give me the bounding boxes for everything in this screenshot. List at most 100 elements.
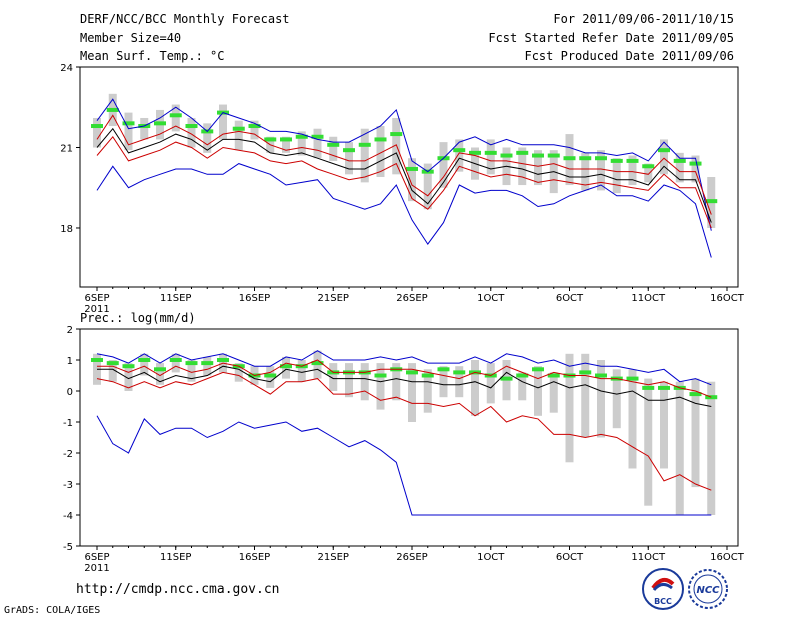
precip-box — [565, 353, 574, 463]
temp-box — [219, 104, 227, 140]
precip-median-mark — [579, 370, 592, 375]
member-size: Member Size=40 — [80, 31, 182, 45]
ncc-logo-text: NCC — [696, 585, 720, 596]
precip-box — [140, 353, 149, 376]
precip-xtick-label: 11SEP — [160, 552, 191, 563]
precip-box — [171, 353, 180, 373]
temp-median-mark — [673, 158, 686, 163]
temp-box — [93, 117, 101, 148]
precip-box — [124, 363, 133, 391]
temp-box — [187, 117, 196, 148]
precip-box — [156, 363, 164, 385]
temp-box — [203, 123, 212, 153]
temp-box — [313, 128, 322, 159]
temp-xtick-label: 11OCT — [631, 293, 666, 304]
temp-box — [329, 136, 338, 161]
precip-xtick-year: 2011 — [84, 563, 109, 574]
precip-series-min — [96, 415, 712, 516]
temp-box — [392, 117, 401, 175]
precip-ytick-label: -1 — [63, 418, 73, 429]
temp-box — [140, 117, 149, 140]
temp-ytick-label: 24 — [60, 63, 73, 74]
precip-box — [345, 363, 353, 398]
precip-box — [518, 372, 527, 401]
precip-box — [439, 366, 448, 398]
precip-xtick-label: 21SEP — [318, 552, 349, 563]
temp-median-mark — [658, 148, 670, 153]
precip-box — [187, 360, 196, 382]
temp-ytick-label: 21 — [60, 143, 73, 154]
precip-median-mark — [453, 370, 466, 375]
temp-ytick-label: 18 — [60, 224, 73, 235]
variable-label: Mean Surf. Temp.: °C — [80, 49, 225, 63]
source-url[interactable]: http://cmdp.ncc.cma.gov.cn — [76, 582, 280, 597]
temp-median-mark — [311, 134, 324, 139]
temp-median-mark — [106, 107, 119, 112]
precip-box — [423, 369, 432, 413]
temp-box — [408, 158, 416, 202]
temp-box — [644, 163, 653, 183]
precip-median-mark — [169, 358, 182, 362]
precip-ytick-label: -2 — [63, 449, 73, 460]
precip-xtick-label: 16SEP — [239, 552, 270, 563]
temp-median-mark — [122, 121, 135, 126]
precip-xtick-label: 26SEP — [396, 552, 427, 563]
temp-box — [234, 120, 243, 151]
precip-median-mark — [217, 358, 229, 362]
temp-series-upper — [96, 114, 712, 215]
precip-box — [691, 378, 700, 488]
precip-series-upper — [97, 359, 712, 398]
precip-box — [597, 360, 605, 438]
temp-box — [581, 152, 590, 191]
temp-median-mark — [248, 124, 261, 129]
precip-box — [581, 353, 590, 438]
precip-box — [376, 363, 385, 410]
temp-median-mark — [91, 124, 103, 129]
temp-box — [534, 150, 542, 186]
temp-box — [439, 142, 448, 188]
temp-median-mark — [358, 142, 371, 147]
precip-median-mark — [689, 392, 702, 397]
precip-median-mark — [185, 361, 198, 366]
temp-median-mark — [280, 137, 292, 142]
temp-xtick-label: 16OCT — [710, 293, 745, 304]
temp-median-mark — [453, 148, 466, 153]
precip-median-mark — [122, 364, 135, 369]
precip-series-mean — [97, 365, 712, 407]
precip-box — [612, 369, 621, 429]
precip-ytick-label: 0 — [67, 387, 73, 398]
temp-median-mark — [532, 153, 544, 158]
ncc-logo: NCC — [688, 569, 728, 609]
temp-box — [282, 136, 290, 153]
precip-median-mark — [500, 376, 513, 381]
temp-box — [518, 147, 527, 186]
temp-median-mark — [232, 126, 245, 131]
precip-median-mark — [374, 373, 387, 378]
temp-series-max — [96, 98, 712, 231]
precip-ytick-label: -3 — [63, 480, 73, 491]
temp-median-mark — [563, 156, 576, 161]
precip-median-mark — [516, 373, 529, 378]
precip-box — [108, 360, 117, 382]
temp-median-mark — [642, 164, 655, 169]
precip-box — [644, 378, 653, 506]
temp-frame — [79, 66, 739, 288]
temp-xtick-label: 1OCT — [477, 293, 505, 304]
temp-median-mark — [579, 156, 592, 161]
temp-median-mark — [374, 137, 387, 142]
precip-series-lower — [96, 371, 712, 491]
precip-ytick-label: 2 — [67, 325, 73, 336]
temp-median-mark — [406, 166, 418, 171]
precip-box — [660, 381, 668, 469]
precip-box — [408, 363, 416, 422]
precip-box — [707, 381, 716, 515]
temp-median-mark — [469, 150, 481, 155]
temp-median-mark — [327, 142, 340, 147]
precip-median-mark — [595, 373, 607, 378]
temp-xtick-label: 6OCT — [556, 293, 584, 304]
forecast-period: For 2011/09/06-2011/10/15 — [553, 12, 734, 26]
temp-box — [597, 150, 605, 191]
precip-box — [297, 360, 306, 382]
precip-median-mark — [280, 364, 292, 369]
precip-xtick-label: 6SEP — [84, 552, 109, 563]
